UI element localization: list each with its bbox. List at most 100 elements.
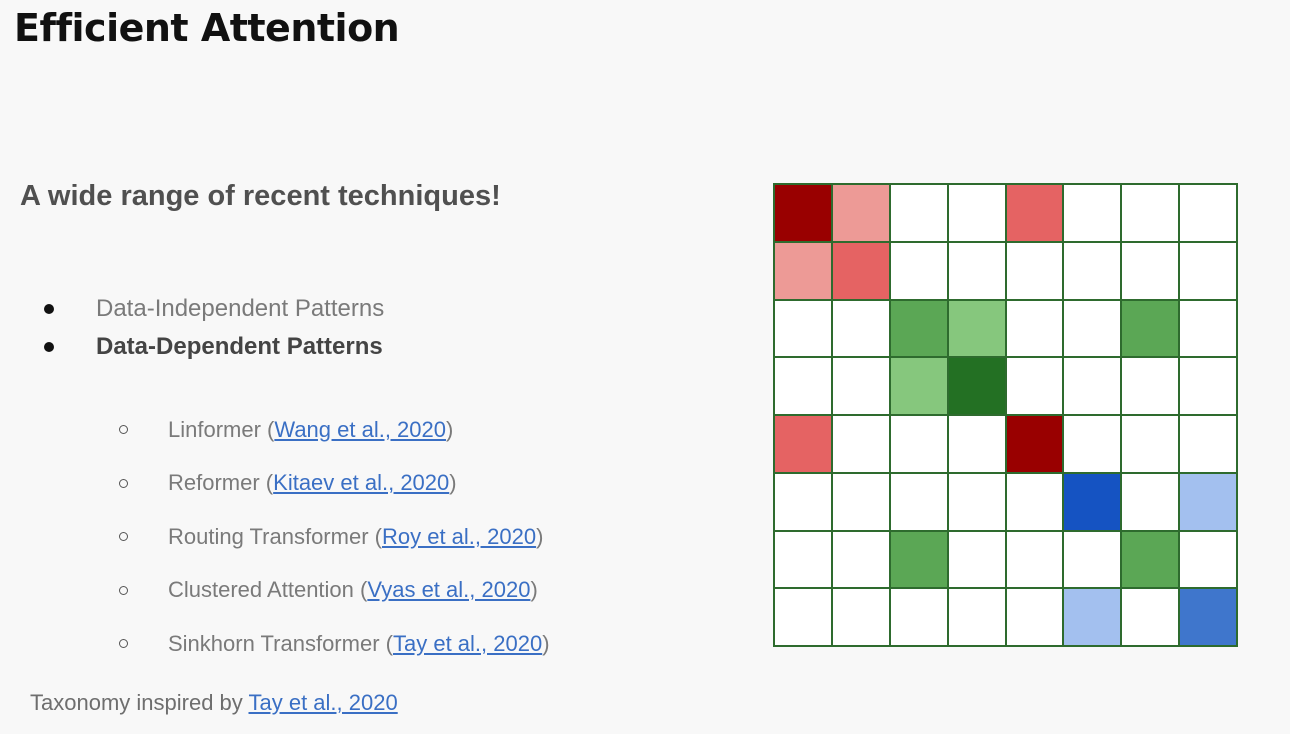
sub-bullet-item: Clustered Attention (Vyas et al., 2020) <box>118 564 550 618</box>
matrix-cell-empty <box>831 472 890 531</box>
hollow-bullet-icon <box>119 532 128 542</box>
matrix-cell-empty <box>831 357 890 415</box>
matrix-cell-empty <box>1179 241 1237 300</box>
slide-title: Efficient Attention <box>14 6 400 50</box>
matrix-cell-filled <box>889 299 948 358</box>
hollow-bullet-icon <box>119 585 128 595</box>
matrix-cell-empty <box>1121 588 1180 646</box>
matrix-cell-filled <box>831 241 890 300</box>
matrix-cell-filled <box>947 357 1006 415</box>
matrix-cell-filled <box>831 184 890 242</box>
sub-bullet-item: Linformer (Wang et al., 2020) <box>118 403 550 457</box>
matrix-cell-empty <box>1121 241 1180 300</box>
bullet-list: Data-Independent Patterns Data-Dependent… <box>40 290 384 366</box>
matrix-cell-empty <box>1121 184 1180 242</box>
hollow-bullet-icon <box>119 425 128 435</box>
close-paren: ) <box>536 523 544 549</box>
citation-link[interactable]: Kitaev et al., 2020 <box>273 470 450 496</box>
matrix-cell-empty <box>1121 415 1180 473</box>
bullet-item: Data-Dependent Patterns <box>40 328 384 366</box>
matrix-cell-empty <box>947 241 1006 300</box>
close-paren: ) <box>446 416 454 442</box>
close-paren: ) <box>542 630 550 656</box>
matrix-cell-filled <box>1121 299 1180 358</box>
matrix-cell-empty <box>831 530 890 589</box>
matrix-cell-filled <box>1179 588 1237 646</box>
attention-pattern-matrix <box>773 183 1238 647</box>
matrix-cell-filled <box>774 415 832 473</box>
matrix-cell-empty <box>947 415 1006 473</box>
footer-prefix: Taxonomy inspired by <box>30 690 249 715</box>
matrix-cell-empty <box>1179 357 1237 415</box>
matrix-cell-empty <box>1005 530 1064 589</box>
matrix-cell-empty <box>1179 299 1237 358</box>
close-paren: ) <box>530 577 538 603</box>
matrix-cell-filled <box>1005 415 1064 473</box>
matrix-cell-empty <box>947 184 1006 242</box>
matrix-cell-filled <box>774 241 832 300</box>
matrix-cell-empty <box>1063 241 1122 300</box>
method-name: Linformer <box>168 416 261 442</box>
matrix-cell-empty <box>1005 241 1064 300</box>
matrix-cell-empty <box>774 530 832 589</box>
matrix-cell-empty <box>1005 299 1064 358</box>
matrix-cell-empty <box>1063 530 1122 589</box>
matrix-cell-filled <box>889 530 948 589</box>
matrix-cell-filled <box>774 184 832 242</box>
hollow-bullet-icon <box>119 478 128 488</box>
matrix-cell-empty <box>1005 357 1064 415</box>
matrix-cell-empty <box>889 415 948 473</box>
matrix-cell-empty <box>774 357 832 415</box>
matrix-cell-empty <box>831 299 890 358</box>
bullet-dot-icon <box>44 304 54 314</box>
matrix-cell-filled <box>947 299 1006 358</box>
matrix-cell-empty <box>774 588 832 646</box>
matrix-cell-empty <box>1121 357 1180 415</box>
matrix-cell-filled <box>1063 588 1122 646</box>
matrix-cell-empty <box>1179 184 1237 242</box>
matrix-cell-empty <box>889 472 948 531</box>
matrix-cell-empty <box>889 184 948 242</box>
sub-bullet-list: Linformer (Wang et al., 2020) Reformer (… <box>118 403 550 671</box>
matrix-cell-empty <box>831 415 890 473</box>
footer-note: Taxonomy inspired by Tay et al., 2020 <box>30 690 398 716</box>
matrix-cell-empty <box>947 472 1006 531</box>
open-paren: ( <box>353 577 368 603</box>
matrix-cell-empty <box>774 299 832 358</box>
matrix-cell-filled <box>1005 184 1064 242</box>
matrix-cell-empty <box>1063 299 1122 358</box>
open-paren: ( <box>368 523 382 549</box>
matrix-cell-empty <box>1179 415 1237 473</box>
bullet-data-independent: Data-Independent Patterns <box>96 295 385 322</box>
bullet-data-dependent: Data-Dependent Patterns <box>96 333 383 360</box>
citation-link[interactable]: Tay et al., 2020 <box>392 630 543 656</box>
matrix-cell-empty <box>1005 588 1064 646</box>
bullet-item: Data-Independent Patterns <box>40 290 384 328</box>
bullet-dot-icon <box>44 342 54 352</box>
open-paren: ( <box>259 470 274 496</box>
sub-bullet-item: Sinkhorn Transformer (Tay et al., 2020) <box>118 617 550 671</box>
subtitle: A wide range of recent techniques! <box>20 180 501 212</box>
matrix-cell-empty <box>947 588 1006 646</box>
hollow-bullet-icon <box>119 639 128 649</box>
citation-link[interactable]: Vyas et al., 2020 <box>367 577 531 603</box>
footer-citation-link[interactable]: Tay et al., 2020 <box>248 690 398 715</box>
matrix-cell-filled <box>1121 530 1180 589</box>
matrix-cell-empty <box>1063 184 1122 242</box>
sub-bullet-item: Reformer (Kitaev et al., 2020) <box>118 457 550 511</box>
matrix-cell-empty <box>1121 472 1180 531</box>
close-paren: ) <box>449 470 457 496</box>
matrix-cell-empty <box>889 241 948 300</box>
citation-link[interactable]: Wang et al., 2020 <box>274 416 447 442</box>
matrix-cell-empty <box>774 472 832 531</box>
method-name: Clustered Attention <box>168 577 354 603</box>
open-paren: ( <box>379 630 393 656</box>
matrix-cell-empty <box>1063 415 1122 473</box>
matrix-cell-empty <box>1063 357 1122 415</box>
method-name: Reformer <box>168 470 260 496</box>
method-name: Sinkhorn Transformer <box>168 630 380 656</box>
matrix-cell-empty <box>1005 472 1064 531</box>
citation-link[interactable]: Roy et al., 2020 <box>381 523 537 549</box>
sub-bullet-item: Routing Transformer (Roy et al., 2020) <box>118 510 550 564</box>
matrix-cell-filled <box>1063 472 1122 531</box>
